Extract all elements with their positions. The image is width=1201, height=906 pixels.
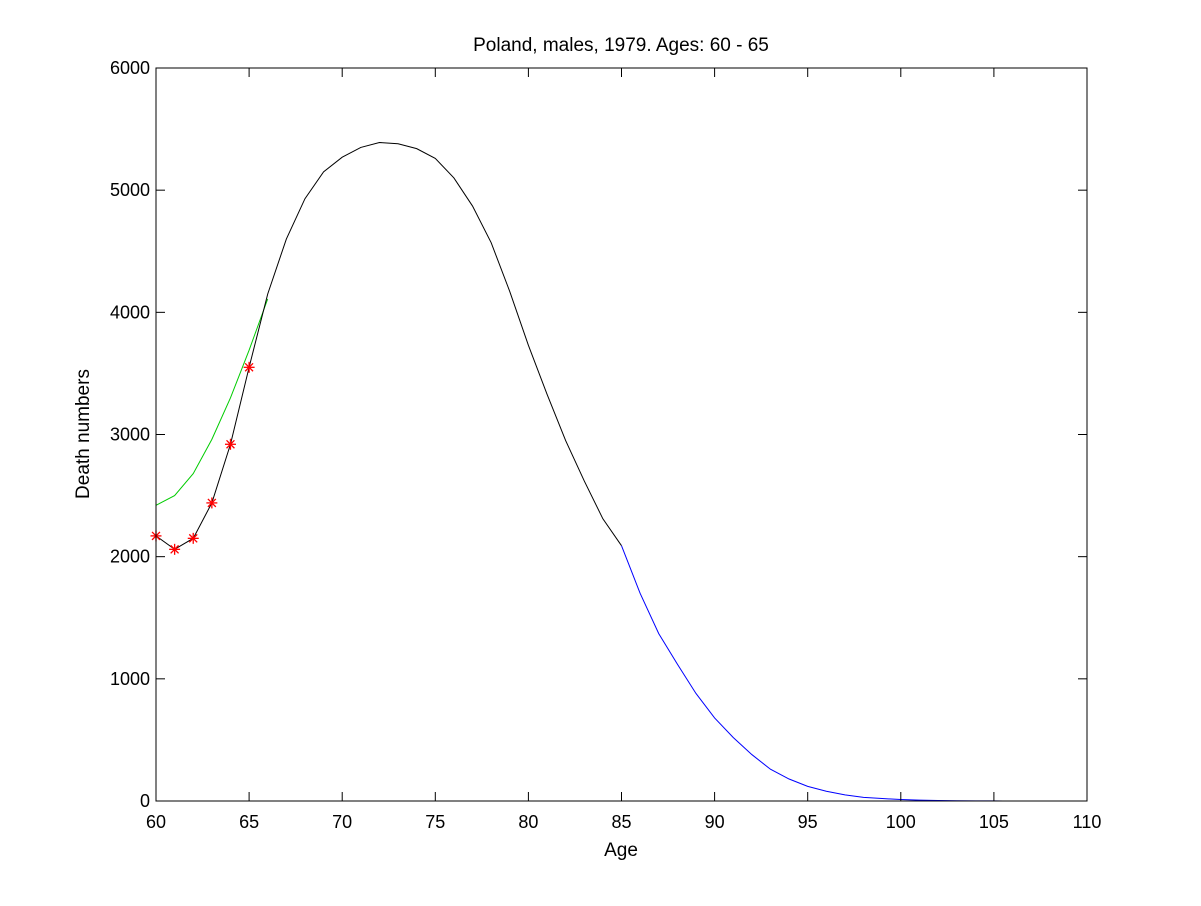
x-tick-label: 110 bbox=[1073, 812, 1102, 832]
x-tick-label: 65 bbox=[239, 812, 259, 832]
x-tick-label: 85 bbox=[611, 812, 631, 832]
ticks-layer: 60 65 70 75 80 85 90 95 100 105 110 0 1000 2000 3000 40… bbox=[110, 58, 1101, 832]
asterisk-marker bbox=[224, 438, 236, 450]
series-layer bbox=[150, 142, 1004, 802]
asterisk-marker bbox=[169, 543, 181, 555]
asterisk-marker bbox=[187, 532, 199, 544]
series-line-0 bbox=[155, 298, 269, 506]
chart-title: Poland, males, 1979. Ages: 60 - 65 bbox=[473, 35, 769, 56]
x-tick-label: 60 bbox=[146, 812, 166, 832]
y-tick-label: 2000 bbox=[110, 547, 150, 567]
x-tick-label: 70 bbox=[332, 812, 352, 832]
asterisk-marker bbox=[206, 497, 218, 509]
series-line-1 bbox=[155, 142, 622, 550]
x-axis-label: Age bbox=[604, 840, 638, 861]
x-tick-label: 105 bbox=[979, 812, 1009, 832]
y-tick-label: 5000 bbox=[110, 180, 150, 200]
asterisk-marker bbox=[243, 361, 255, 373]
y-axis-label: Death numbers bbox=[73, 369, 94, 499]
x-tick-label: 80 bbox=[518, 812, 538, 832]
x-tick-label: 95 bbox=[798, 812, 818, 832]
y-tick-label: 1000 bbox=[110, 669, 150, 689]
x-tick-label: 90 bbox=[705, 812, 725, 832]
y-tick-label: 0 bbox=[140, 791, 150, 811]
plot-frame bbox=[155, 67, 1088, 802]
y-tick-label: 4000 bbox=[110, 302, 150, 322]
y-tick-label: 6000 bbox=[110, 58, 150, 78]
y-tick-label: 3000 bbox=[110, 425, 150, 445]
plot-area bbox=[156, 68, 1087, 801]
x-tick-label: 100 bbox=[886, 812, 916, 832]
x-tick-label: 75 bbox=[425, 812, 445, 832]
